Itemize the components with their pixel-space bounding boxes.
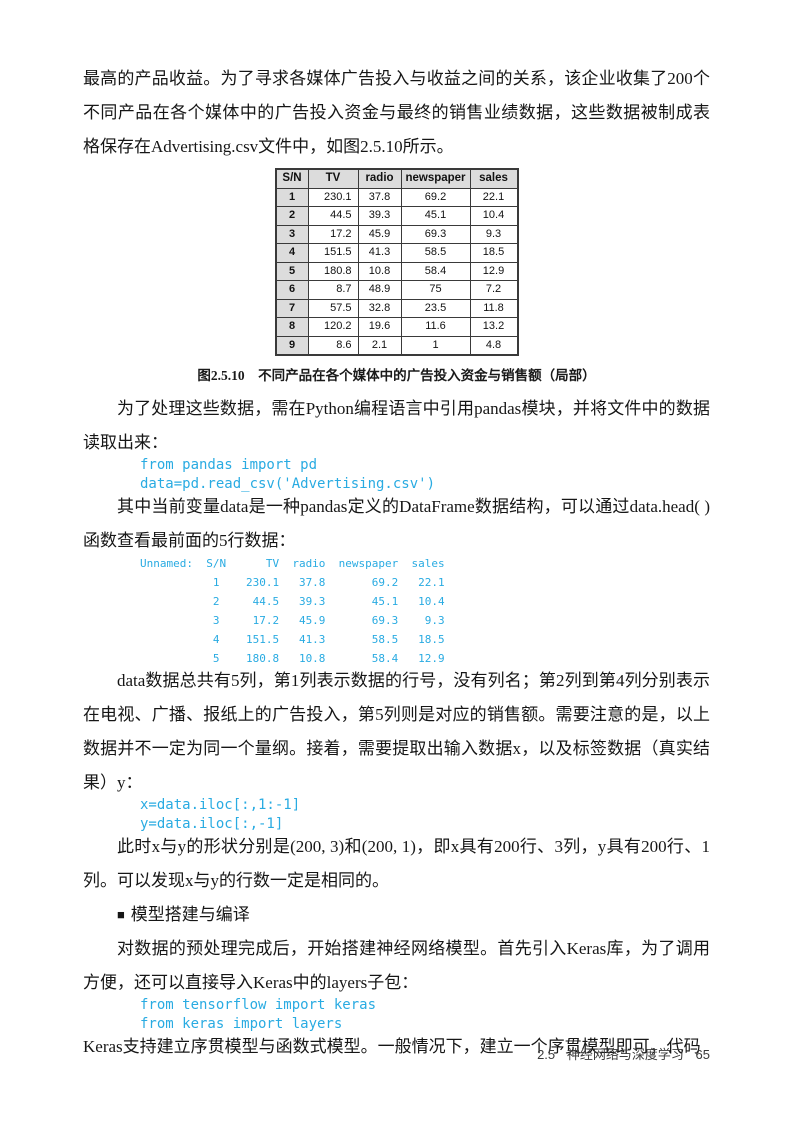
paragraph-sequential: Keras支持建立序贯模型与函数式模型。一般情况下，建立一个序贯模型即可，代码 — [83, 1037, 701, 1056]
data-cell: 1 — [400, 335, 471, 356]
data-cell: 45.9 — [357, 224, 402, 244]
data-cell: 151.5 — [307, 243, 359, 263]
data-cell: 13.2 — [469, 317, 518, 337]
table-row: 5 180.8 10.8 58.4 12.9 — [275, 261, 518, 281]
data-cell: 22.1 — [469, 187, 518, 207]
data-cell: 44.5 — [307, 206, 359, 226]
table-header-cell: S/N — [275, 168, 309, 189]
row-number-cell: 5 — [275, 261, 309, 281]
data-cell: 32.8 — [357, 298, 402, 318]
row-number-cell: 8 — [275, 317, 309, 337]
data-cell: 58.4 — [400, 261, 471, 281]
data-cell: 17.2 — [307, 224, 359, 244]
data-cell: 69.2 — [400, 187, 471, 207]
row-number-cell: 4 — [275, 243, 309, 263]
data-cell: 11.6 — [400, 317, 471, 337]
data-cell: 45.1 — [400, 206, 471, 226]
table-body: 1 230.1 37.8 69.2 22.1 2 44.5 39.3 45.1 10.4 3 17.2… — [275, 187, 518, 356]
code-head-output: Unnamed: S/N TV radio newspaper sales 1 … — [140, 557, 445, 665]
figure-caption-text: 不同产品在各个媒体中的广告投入资金与销售额（局部） — [258, 368, 596, 383]
data-cell: 230.1 — [307, 187, 359, 207]
table-row: 3 17.2 45.9 69.3 9.3 — [275, 224, 518, 244]
table-header-cell: newspaper — [400, 168, 471, 189]
table-header-cell: sales — [469, 168, 518, 189]
table-row: 9 8.6 2.1 1 4.8 — [275, 335, 518, 356]
data-cell: 8.7 — [307, 280, 359, 300]
data-cell: 2.1 — [357, 335, 402, 356]
code-import-pandas: from pandas import pd data=pd.read_csv('… — [140, 457, 436, 492]
row-number-cell: 1 — [275, 187, 309, 207]
data-cell: 10.4 — [469, 206, 518, 226]
data-cell: 4.8 — [469, 335, 518, 356]
table-row: 7 57.5 32.8 23.5 11.8 — [275, 298, 518, 318]
paragraph-read-data: 为了处理这些数据，需在Python编程语言中引用pandas模块，并将文件中的数… — [83, 399, 710, 452]
section-heading: ■ 模型搭建与编译 — [83, 898, 710, 932]
advertising-table: S/N TV radio newspaper sales 1 230.1 37.8 69.2 2… — [274, 168, 519, 356]
code-import-keras: from tensorflow import keras from keras … — [140, 997, 377, 1032]
paragraph-keras-intro: 对数据的预处理完成后，开始搭建神经网络模型。首先引入Keras库，为了调用方便，… — [83, 939, 710, 992]
code-slice-xy: x=data.iloc[:,1:-1] y=data.iloc[:,-1] — [140, 797, 301, 832]
data-cell: 180.8 — [307, 261, 359, 281]
data-cell: 58.5 — [400, 243, 471, 263]
table-row: 4 151.5 41.3 58.5 18.5 — [275, 243, 518, 263]
data-cell: 18.5 — [469, 243, 518, 263]
row-number-cell: 6 — [275, 280, 309, 300]
row-number-cell: 3 — [275, 224, 309, 244]
paragraph-intro: 最高的产品收益。为了寻求各媒体广告投入与收益之间的关系，该企业收集了200个不同… — [83, 69, 710, 156]
footer-section-title: 神经网络与深度学习 — [566, 1047, 684, 1062]
table-row: 1 230.1 37.8 69.2 22.1 — [275, 187, 518, 207]
data-cell: 7.2 — [469, 280, 518, 300]
data-cell: 10.8 — [357, 261, 402, 281]
figure-2-5-10: S/N TV radio newspaper sales 1 230.1 37.8 69.2 2… — [83, 168, 710, 384]
row-number-cell: 7 — [275, 298, 309, 318]
square-bullet-icon: ■ — [117, 907, 125, 922]
data-cell: 120.2 — [307, 317, 359, 337]
figure-caption: 图2.5.10 不同产品在各个媒体中的广告投入资金与销售额（局部） — [83, 364, 710, 384]
footer-section-number: 2.5 — [537, 1047, 556, 1062]
figure-caption-label: 图2.5.10 — [197, 368, 245, 383]
data-cell: 39.3 — [357, 206, 402, 226]
data-cell: 57.5 — [307, 298, 359, 318]
page-footer: 2.5 神经网络与深度学习 65 — [537, 1044, 710, 1063]
row-number-cell: 9 — [275, 335, 309, 356]
data-cell: 9.3 — [469, 224, 518, 244]
table-row: 2 44.5 39.3 45.1 10.4 — [275, 206, 518, 226]
data-cell: 48.9 — [357, 280, 402, 300]
paragraph-shapes: 此时x与y的形状分别是(200, 3)和(200, 1)，即x具有200行、3列… — [83, 837, 710, 890]
data-cell: 23.5 — [400, 298, 471, 318]
data-cell: 11.8 — [469, 298, 518, 318]
paragraph-dataframe: 其中当前变量data是一种pandas定义的DataFrame数据结构，可以通过… — [83, 497, 710, 550]
table-header-cell: TV — [307, 168, 359, 189]
data-cell: 75 — [400, 280, 471, 300]
data-cell: 12.9 — [469, 261, 518, 281]
footer-page-number: 65 — [695, 1047, 710, 1062]
page-content: 最高的产品收益。为了寻求各媒体广告投入与收益之间的关系，该企业收集了200个不同… — [83, 62, 710, 1064]
data-cell: 69.3 — [400, 224, 471, 244]
data-cell: 19.6 — [357, 317, 402, 337]
data-cell: 41.3 — [357, 243, 402, 263]
table-head: S/N TV radio newspaper sales — [275, 168, 518, 189]
table-row: 6 8.7 48.9 75 7.2 — [275, 280, 518, 300]
section-heading-text: 模型搭建与编译 — [130, 905, 250, 924]
row-number-cell: 2 — [275, 206, 309, 226]
data-cell: 37.8 — [357, 187, 402, 207]
table-row: 8 120.2 19.6 11.6 13.2 — [275, 317, 518, 337]
data-cell: 8.6 — [307, 335, 359, 356]
paragraph-columns: data数据总共有5列，第1列表示数据的行号，没有列名；第2列到第4列分别表示在… — [83, 671, 710, 792]
table-header-cell: radio — [357, 168, 402, 189]
table-header-row: S/N TV radio newspaper sales — [275, 168, 518, 189]
